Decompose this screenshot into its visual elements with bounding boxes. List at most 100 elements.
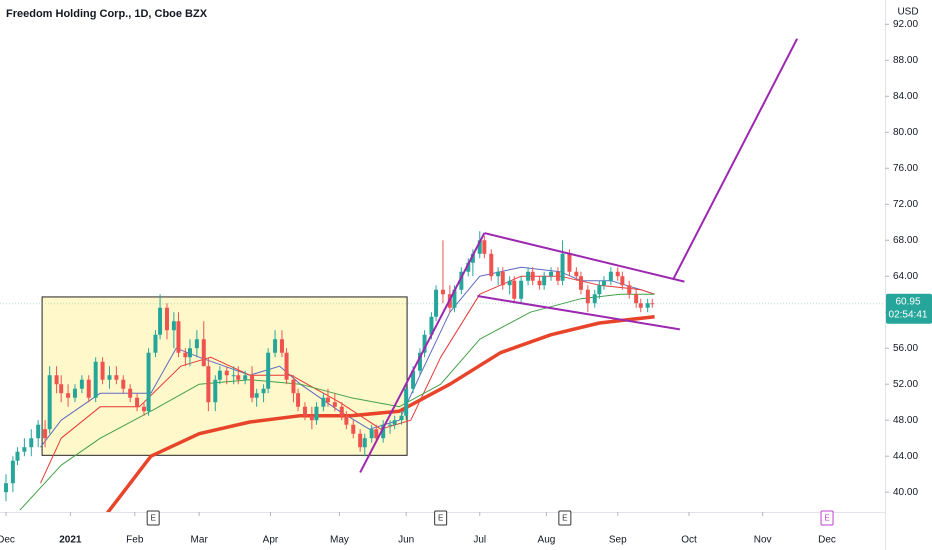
candle-body — [128, 388, 133, 398]
candle-body — [284, 352, 289, 380]
candle-body — [194, 339, 199, 349]
x-tick-label: Feb — [126, 535, 144, 546]
trend-line — [484, 232, 685, 283]
candle-body — [615, 271, 620, 277]
candle-body — [86, 379, 91, 398]
candle-body — [392, 420, 397, 425]
candle-body — [243, 375, 248, 380]
candle-body — [627, 285, 632, 295]
candle-body — [549, 271, 554, 277]
earnings-marker — [434, 510, 448, 526]
candle-body — [59, 384, 64, 394]
earnings-label: E — [824, 514, 829, 523]
earnings-label: E — [438, 514, 443, 523]
x-tick-label: Aug — [538, 535, 556, 546]
countdown-label: 02:54:41 — [889, 309, 928, 320]
earnings-label: E — [562, 514, 567, 523]
candle-body — [47, 375, 52, 430]
candle-body — [601, 280, 606, 286]
candle-body — [358, 433, 363, 448]
candle-body — [3, 483, 8, 493]
candle-body — [466, 262, 471, 272]
candle-body — [459, 271, 464, 290]
candle-body — [158, 307, 163, 335]
earnings-marker — [820, 510, 834, 526]
candle-body — [279, 339, 284, 353]
candle-body — [344, 415, 349, 425]
candle-body — [404, 388, 409, 416]
candle-body — [512, 280, 517, 299]
candle-body — [187, 348, 192, 358]
candle-body — [107, 375, 112, 380]
candle-body — [302, 406, 307, 416]
candle-body — [519, 280, 524, 299]
earnings-marker — [558, 510, 572, 526]
candle-body — [592, 294, 597, 304]
candle-body — [43, 429, 48, 439]
candle-body — [574, 271, 579, 277]
candle-body — [217, 370, 222, 380]
x-tick-label: Jun — [398, 535, 414, 546]
candle-body — [296, 393, 301, 407]
candle-body — [452, 289, 457, 308]
candle-body — [291, 379, 296, 394]
candle-body — [381, 424, 386, 439]
candle-body — [388, 424, 393, 426]
candle-body — [22, 447, 27, 452]
candle-body — [15, 451, 20, 461]
candle-body — [567, 253, 572, 272]
candle-body — [273, 339, 278, 353]
y-tick-label: 52.00 — [893, 379, 918, 390]
y-tick-label: 68.00 — [893, 235, 918, 246]
x-tick-label: Oct — [681, 535, 697, 546]
y-tick-label: 76.00 — [893, 163, 918, 174]
y-tick-label: 88.00 — [893, 55, 918, 66]
candle-body — [325, 397, 330, 403]
plot-area — [0, 38, 885, 512]
trend-line — [672, 38, 799, 281]
candle-body — [585, 289, 590, 304]
earnings-marker — [146, 510, 160, 526]
y-tick-label: 92.00 — [893, 19, 918, 30]
candle-body — [261, 388, 266, 394]
candle-body — [254, 393, 259, 398]
candle-body — [608, 271, 613, 281]
candle-body — [164, 307, 169, 331]
candle-body — [135, 397, 140, 407]
candle-body — [560, 253, 565, 281]
candle-body — [213, 379, 218, 403]
trend-line — [477, 295, 681, 331]
x-tick-label: Mar — [191, 535, 209, 546]
last-price-label: 60.95 — [895, 296, 920, 307]
candle-body — [645, 303, 650, 308]
candle-body — [146, 352, 151, 412]
candle-body — [417, 352, 422, 371]
candle-body — [141, 406, 146, 412]
candle-body — [153, 334, 158, 353]
candle-body — [339, 406, 344, 416]
candle-body — [183, 352, 188, 358]
candle-body — [477, 240, 482, 254]
y-tick-label: 72.00 — [893, 199, 918, 210]
candle-body — [321, 397, 326, 407]
candle-body — [114, 375, 119, 380]
candle-body — [650, 303, 655, 305]
x-tick-label: May — [330, 535, 349, 546]
candle-body — [638, 303, 643, 308]
x-tick-label: Apr — [263, 535, 279, 546]
candle-body — [224, 370, 229, 376]
moving-average — [40, 266, 655, 448]
candle-body — [72, 388, 77, 398]
x-tick-label: Dec — [818, 535, 836, 546]
candle-body — [100, 361, 105, 380]
candle-body — [332, 402, 337, 407]
candle-body — [374, 429, 379, 439]
candle-body — [121, 379, 126, 389]
candle-body — [250, 375, 255, 398]
y-tick-label: 84.00 — [893, 91, 918, 102]
candle-body — [526, 271, 531, 281]
moving-average — [105, 314, 655, 512]
